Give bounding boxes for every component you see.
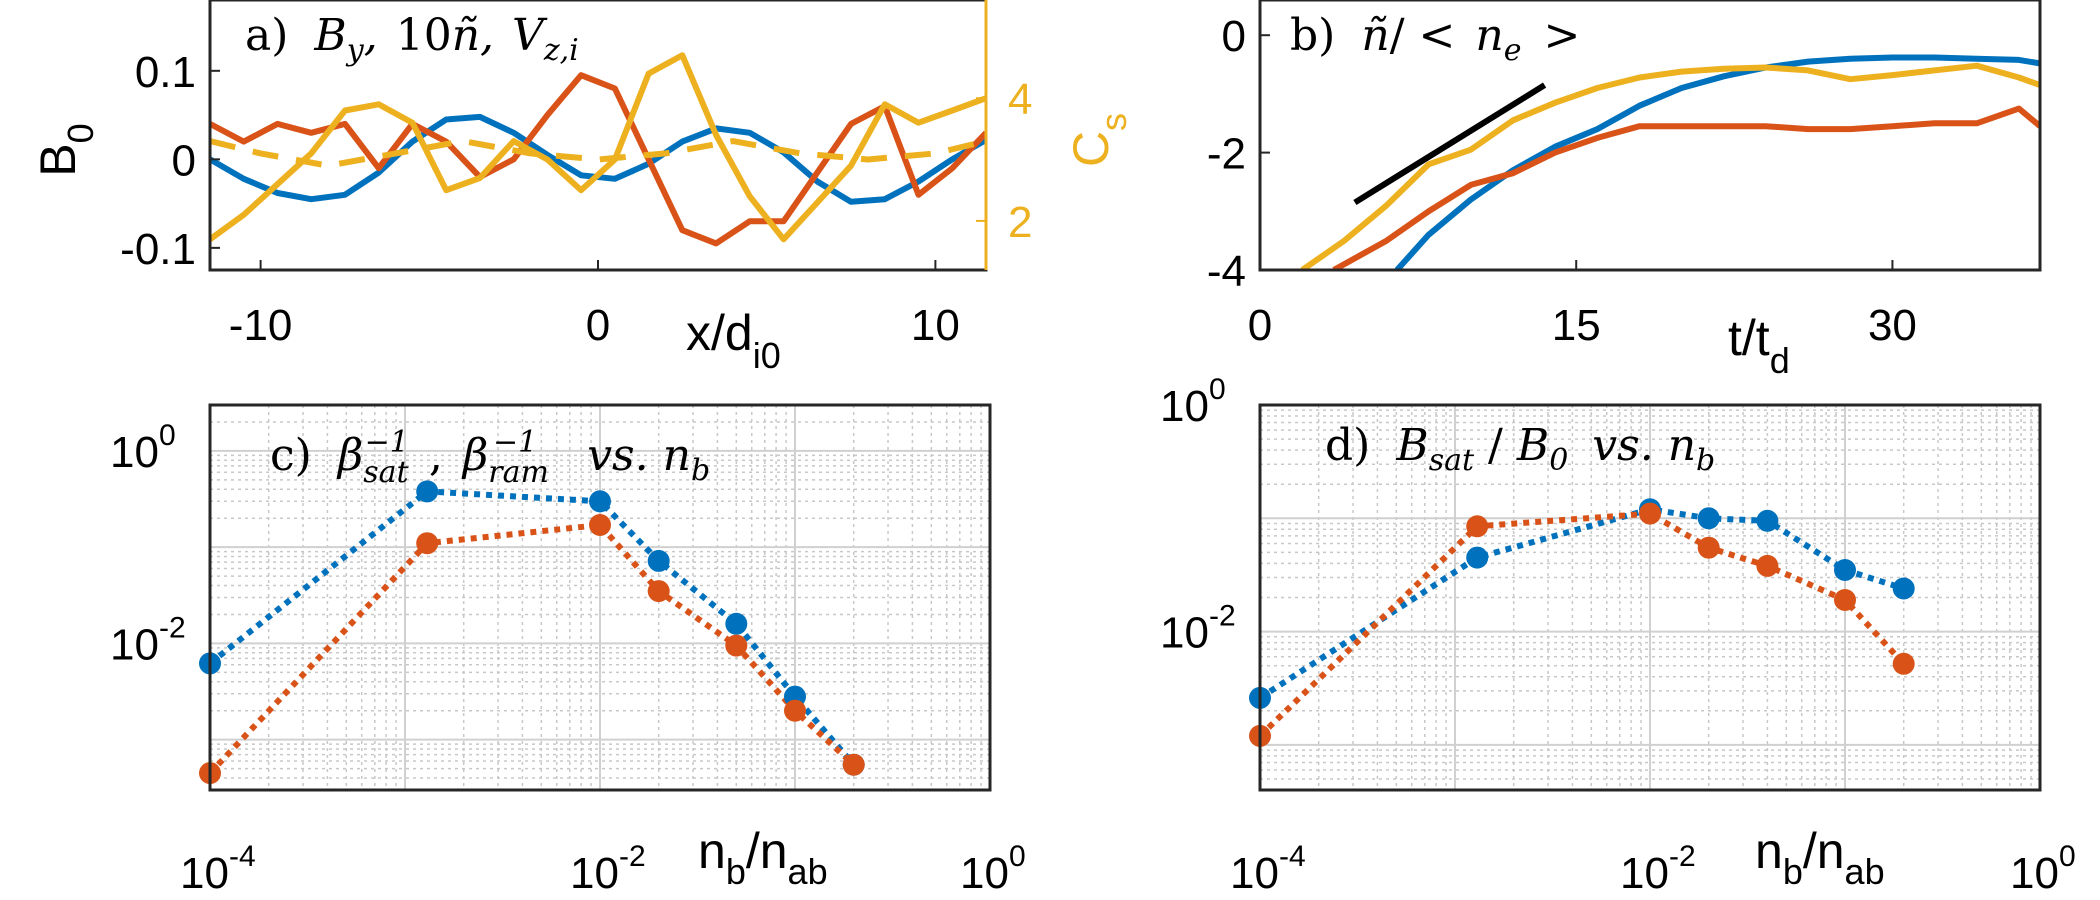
y-tick-label: 0: [172, 136, 196, 185]
panel-a-series: [210, 52, 986, 247]
plot-area: [1300, 54, 2040, 270]
series-orange-marker: [725, 634, 748, 657]
panel-c-title: c) βsat−1 , βram−1 vs. nb: [270, 412, 710, 490]
panel-c: 10-4 10-2 100 10-2 100 c) βsat−1 , βram−1 vs…: [110, 403, 1026, 898]
panel-a-title: a) By, 10ñ, Vz,i: [245, 10, 579, 68]
y2-tick-label: 4: [1008, 75, 1032, 124]
series-orange-marker: [1834, 589, 1856, 611]
x-tick-label: 0: [586, 301, 610, 350]
series-orange-marker: [647, 580, 670, 603]
series-blue-marker: [1466, 546, 1489, 569]
panel-d-title: d) Bsat / B0 vs. nb: [1325, 420, 1715, 481]
panel-a-xlabel: x/di0: [686, 305, 781, 376]
x-tick-label: 30: [1868, 301, 1917, 350]
panel-d-frame: [1258, 403, 2042, 792]
series-blue-marker: [1834, 559, 1856, 581]
plot-area: [1260, 506, 1906, 739]
x-tick-label: 100: [2010, 840, 2076, 898]
panel-c-frame: [208, 403, 992, 792]
series-orange-marker: [1639, 502, 1661, 525]
plot-area: [210, 52, 986, 247]
series-orange-marker: [589, 514, 611, 536]
panel-b: 0 15 30 -4 -2 0 b) ñ/ < ne > t/td: [1207, 0, 2042, 381]
series-blue-line: [1394, 54, 2040, 270]
y-tick-label: 10-2: [110, 611, 186, 669]
panel-a-right-ylabel: Cs: [1063, 113, 1134, 167]
series-orange-marker: [784, 699, 806, 722]
y-tick-label: -2: [1207, 130, 1246, 179]
series-blue-line: [1260, 506, 1905, 701]
x-tick-label: 15: [1552, 301, 1601, 350]
series-orange-marker: [416, 532, 439, 555]
series-orange-marker: [1892, 652, 1915, 675]
panel-b-title: b) ñ/ < ne >: [1290, 10, 1580, 71]
panel-a-ylabel: B0: [30, 123, 101, 176]
series-orange-line: [210, 72, 986, 247]
y2-tick-label: 2: [1008, 198, 1032, 247]
series-blue-marker: [1892, 577, 1915, 600]
series-orange-marker: [1466, 515, 1489, 538]
series-orange-line: [1332, 105, 2040, 270]
x-tick-label: 10-2: [1620, 840, 1696, 898]
series-orange-marker: [842, 753, 865, 776]
y-tick-label: 10-2: [1160, 600, 1236, 658]
panel-a: -10 0 10-0.100.124 a) By, 10ñ, Vz,i B0 Cs …: [30, 0, 1134, 376]
series-blue-marker: [1697, 507, 1720, 530]
series-yellow-line: [210, 138, 986, 169]
series-black-line: [1353, 82, 1547, 206]
x-tick-label: 10-2: [570, 840, 646, 898]
panel-d-series: [1249, 498, 1915, 747]
panel-d-xlabel: nb/nab: [1755, 823, 1885, 892]
panel-c-xlabel: nb/nab: [698, 823, 828, 892]
panel-b-frame: [1258, 0, 2042, 272]
series-blue-marker: [1756, 509, 1779, 532]
panel-b-series: [1300, 54, 2040, 270]
y-tick-label: 100: [1160, 373, 1226, 431]
y-tick-label: 0.1: [135, 48, 196, 97]
series-yellow-line: [210, 52, 986, 243]
y-tick-label: -4: [1207, 247, 1246, 296]
y-tick-label: 0: [1222, 12, 1246, 61]
y-tick-label: -0.1: [120, 225, 196, 274]
x-tick-label: 100: [960, 840, 1026, 898]
x-tick-label: 0: [1248, 301, 1272, 350]
panel-d: 10-4 10-2 100 10-2 100 d) Bsat / B0 vs. nb n…: [1160, 373, 2076, 898]
x-tick-label: 10: [911, 301, 960, 350]
series-blue-marker: [589, 490, 611, 513]
series-blue-marker: [647, 549, 670, 572]
series-blue-marker: [416, 480, 439, 503]
series-orange-marker: [1756, 554, 1779, 577]
series-orange-marker: [1697, 536, 1720, 559]
y-tick-label: 100: [110, 419, 176, 477]
panel-c-series: [199, 480, 865, 785]
series-yellow-line: [1300, 62, 2040, 270]
x-tick-label: 10-4: [1230, 840, 1306, 898]
panel-b-xlabel: t/td: [1728, 310, 1790, 381]
plot-area: [210, 488, 856, 776]
x-tick-label: 10-4: [180, 840, 256, 898]
series-blue-marker: [725, 612, 748, 635]
x-tick-label: -10: [229, 301, 293, 350]
